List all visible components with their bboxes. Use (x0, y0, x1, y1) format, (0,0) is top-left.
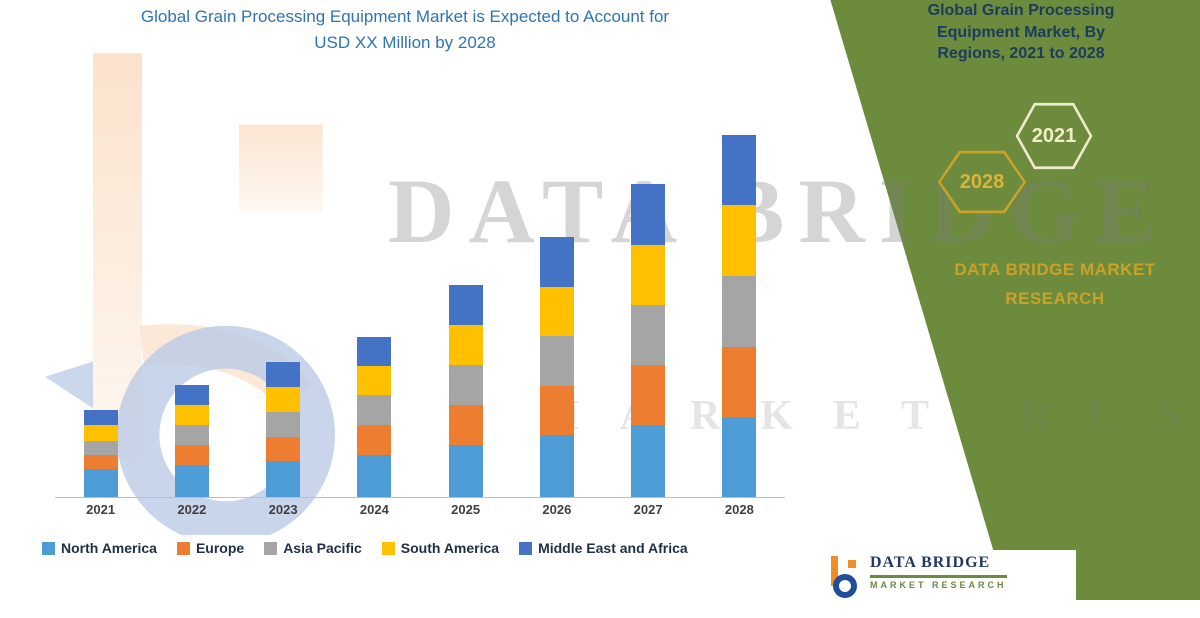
hexagon-fill (940, 153, 1024, 211)
bar-segment (83, 455, 118, 469)
bar-segment (357, 455, 392, 497)
legend-item: North America (42, 540, 157, 556)
side-panel-heading: Global Grain Processing Equipment Market… (927, 2, 1115, 63)
bar-segment (448, 325, 483, 365)
bar-segment (448, 285, 483, 325)
footer-logo-card: DATA BRIDGE MARKET RESEARCH (816, 550, 1076, 618)
x-axis-label: 2026 (542, 502, 572, 517)
hexagon-year-label: 2021 (1031, 124, 1077, 147)
bar-segment (174, 405, 209, 425)
bar-segment (174, 385, 209, 405)
chart-legend: North America Europe Asia Pacific South Ame… (42, 540, 688, 556)
bar-segment (357, 425, 392, 455)
legend-label: Europe (195, 540, 245, 556)
bar-segment (448, 365, 483, 405)
bar-segment (539, 435, 574, 497)
bar-segment (266, 437, 301, 461)
footer-divider (870, 575, 1007, 578)
x-axis-label: 2028 (724, 502, 754, 517)
stacked-bar-2025 (448, 285, 483, 497)
stacked-bar-2023 (266, 362, 301, 497)
data-bridge-logo-icon (831, 556, 857, 598)
legend-item: Europe (176, 540, 245, 556)
chart-title-line2: USD XX Million by 2028 (314, 33, 496, 53)
bar-segment (357, 395, 392, 425)
bar-segment (174, 445, 209, 465)
bar-segment (539, 237, 574, 287)
bar-segment (83, 441, 118, 455)
bar-segment (631, 305, 666, 365)
side-panel-brand: DATA BRIDGE MARKET RESEARCH (954, 260, 1156, 308)
bar-segment (266, 461, 301, 497)
legend-swatch (42, 541, 55, 555)
hexagon-fill (1018, 105, 1090, 167)
bar-segment (357, 337, 392, 366)
stacked-bar-2027 (631, 184, 666, 497)
bar-segment (631, 184, 666, 245)
bar-segment (266, 412, 301, 437)
bar-segment (174, 425, 209, 445)
legend-label: North America (61, 540, 157, 556)
x-axis-label: 2023 (268, 502, 298, 517)
legend-label: South America (400, 540, 500, 556)
bar-segment (722, 347, 757, 417)
hexagon-year-2028: 2028 (936, 148, 1028, 216)
bar-segment (448, 445, 483, 497)
bar-segment (722, 135, 757, 205)
bar-segment (357, 366, 392, 395)
bar-segment (722, 276, 757, 347)
legend-swatch (264, 541, 278, 555)
stacked-bar-plot (55, 132, 785, 498)
chart-title-line1: Global Grain Processing Equipment Market… (140, 7, 670, 26)
bar-segment (83, 469, 118, 497)
stacked-bar-2024 (357, 337, 392, 497)
bar-segment (266, 362, 301, 387)
x-axis-label: 2025 (451, 502, 481, 517)
legend-label: Asia Pacific (283, 540, 362, 556)
legend-swatch (381, 541, 395, 555)
x-axis-label: 2024 (359, 502, 389, 517)
legend-swatch (176, 541, 190, 555)
bar-segment (539, 287, 574, 336)
x-axis-label: 2027 (633, 502, 663, 517)
x-axis-labels: 2021 2022 2023 2024 2025 2026 2027 2028 (55, 502, 785, 517)
hexagon-year-2021: 2021 (1014, 100, 1094, 172)
stacked-bar-2028 (722, 135, 757, 497)
chart-title: Global Grain Processing Equipment Market… (0, 4, 810, 57)
bar-segment (631, 365, 666, 425)
footer-brand-name: DATA BRIDGE (870, 554, 991, 571)
x-axis-label: 2022 (177, 502, 207, 517)
legend-item: Middle East and Africa (519, 540, 688, 556)
legend-label: Middle East and Africa (538, 540, 688, 556)
bar-segment (722, 205, 757, 276)
footer-text: DATA BRIDGE MARKET RESEARCH (870, 554, 1007, 590)
bar-segment (174, 465, 209, 497)
bar-segment (83, 425, 118, 441)
stacked-bar-2021 (83, 410, 118, 497)
legend-swatch (519, 541, 533, 555)
bar-segment (83, 410, 118, 425)
stacked-bar-2026 (539, 237, 574, 497)
bar-segment (448, 405, 483, 445)
bar-segment (266, 387, 301, 412)
bar-segment (631, 425, 666, 497)
bar-segment (722, 417, 757, 497)
legend-item: South America (381, 540, 500, 556)
legend-item: Asia Pacific (264, 540, 362, 556)
stacked-bar-2022 (174, 385, 209, 497)
bar-segment (539, 386, 574, 435)
x-axis-label: 2021 (86, 502, 116, 517)
hexagon-year-label: 2028 (959, 170, 1005, 193)
bar-segment (631, 245, 666, 305)
footer-brand-subtext: MARKET RESEARCH (870, 580, 1007, 590)
bar-segment (539, 336, 574, 386)
